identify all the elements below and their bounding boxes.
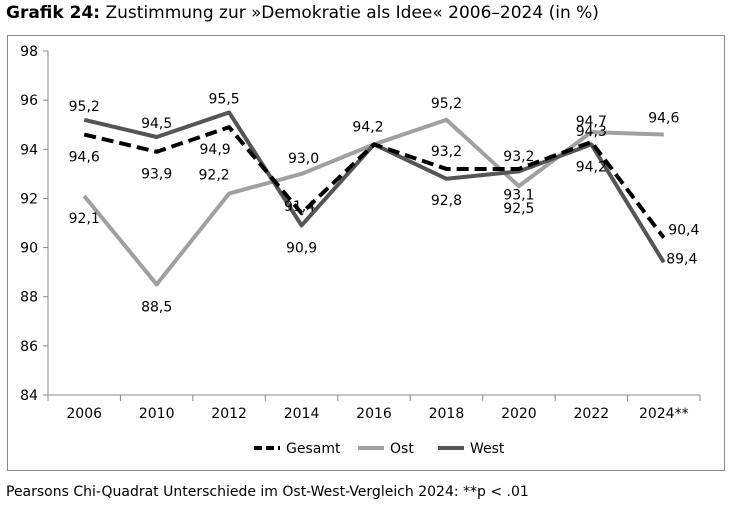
data-label-west: 94,2 [576,159,607,175]
data-label-ost: 92,1 [69,211,100,227]
x-tick-label: 2020 [501,406,537,422]
data-label-west: 94,5 [141,116,172,132]
x-tick-label: 2016 [356,406,392,422]
legend-label-west: West [470,441,505,457]
y-tick-label: 88 [20,290,38,306]
x-tick-label: 2014 [284,406,320,422]
data-label-west: 92,8 [431,193,462,209]
data-label-ost: 92,2 [199,168,230,184]
chart-frame [7,35,725,471]
data-label-gesamt: 93,9 [141,167,172,183]
legend-label-ost: Ost [390,441,414,457]
data-label-ost: 95,2 [431,96,462,112]
data-label-gesamt: 94,9 [200,142,231,158]
y-tick-label: 98 [20,44,38,60]
data-label-west: 95,5 [209,91,240,107]
data-label-gesamt: 94,3 [576,124,607,140]
y-tick-label: 96 [20,93,38,109]
data-label-west: 90,9 [286,240,317,256]
x-tick-label: 2010 [139,406,175,422]
legend-label-gesamt: Gesamt [286,441,341,457]
data-label-ost: 92,5 [503,201,534,217]
data-label-gesamt: 91,4 [284,199,315,215]
footnote: Pearsons Chi-Quadrat Unterschiede im Ost… [6,484,529,500]
data-label-ost: 88,5 [141,299,172,315]
series-line-gesamt [83,125,666,239]
data-label-gesamt: 94,6 [69,150,100,166]
data-label-ost: 94,6 [648,111,679,127]
data-label-ost: 94,2 [352,119,383,135]
y-tick-label: 86 [20,339,38,355]
y-tick-label: 92 [20,191,38,207]
y-tick-label: 90 [20,241,38,257]
chart-title-prefix: Grafik 24: [6,3,101,23]
y-tick-label: 94 [20,142,38,158]
line-chart: 84 86 88 90 92 94 96 98 2006 2010 2012 2014 2016 2018… [20,44,701,457]
data-label-west: 89,4 [666,251,697,267]
chart-title-text: Zustimmung zur »Demokratie als Idee« 200… [105,3,599,23]
data-label-west: 95,2 [69,99,100,115]
x-tick-label: 2006 [66,406,102,422]
data-label-ost: 94,7 [576,114,607,130]
data-label-west: 93,1 [503,187,534,203]
chart-title: Grafik 24: Zustimmung zur »Demokratie al… [6,3,599,23]
data-label-gesamt: 93,2 [503,149,534,165]
data-label-gesamt: 93,2 [431,144,462,160]
x-tick-label: 2022 [574,406,610,422]
y-tick-label: 84 [20,388,38,404]
x-tick-label: 2012 [211,406,247,422]
x-tick-label: 2024** [639,406,689,422]
data-label-ost: 93,0 [288,151,319,167]
x-tick-label: 2018 [429,406,465,422]
data-label-gesamt: 90,4 [668,223,699,239]
